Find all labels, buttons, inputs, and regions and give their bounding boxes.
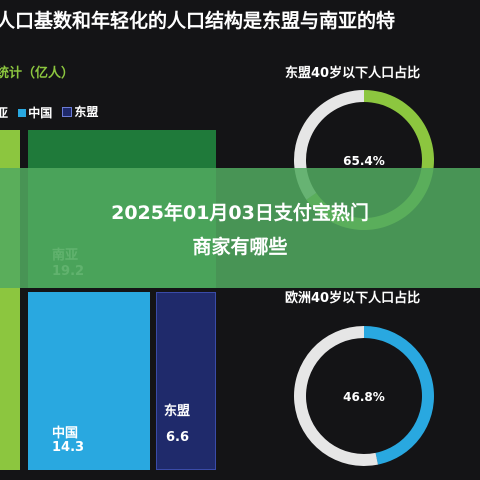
legend-label: 亚 (0, 105, 9, 120)
overlay-banner (0, 168, 480, 288)
bar-value-asean: 6.6 (166, 430, 190, 445)
banner-line-2: 商家有哪些 (192, 236, 288, 258)
banner-line-1: 2025年01月03日支付宝热门 (111, 202, 369, 224)
bar-label-china: 中国 (52, 426, 79, 441)
donut-asean-center-label: 65.4% (343, 154, 385, 168)
legend-item-china: 中国 (18, 104, 52, 121)
donut-asean: 65.4% (294, 90, 434, 230)
donut-europe-center-label: 46.8% (343, 390, 385, 404)
donut-title-asean: 东盟40岁以下人口占比 (285, 66, 421, 81)
donut-europe-slice-1 (293, 326, 378, 466)
bar-label-asean: 东盟 (164, 404, 191, 419)
legend-item-asean: 东盟 (62, 103, 98, 120)
legend-item-south-asia: 亚 (0, 104, 8, 121)
left-chart-subtitle: 统计（亿人） (0, 66, 75, 81)
legend: 亚 中国 东盟 (0, 103, 104, 121)
donut-asean-slice-1 (294, 90, 364, 200)
legend-label: 东盟 (74, 105, 99, 119)
legend-swatch (62, 106, 73, 117)
bar-asean (156, 292, 216, 470)
legend-label: 中国 (28, 106, 53, 120)
donut-europe-slice-0 (364, 326, 434, 465)
bar-china (28, 292, 150, 470)
chart-title: 人口基数和年轻化的人口结构是东盟与南亚的特 (0, 10, 396, 32)
banner-text: 2025年01月03日支付宝热门 商家有哪些 (20, 196, 460, 264)
donut-title-europe: 欧洲40岁以下人口占比 (285, 291, 421, 306)
bar-value-china: 14.3 (52, 440, 85, 455)
legend-swatch (18, 108, 27, 117)
donut-europe: 46.8% (293, 326, 434, 466)
